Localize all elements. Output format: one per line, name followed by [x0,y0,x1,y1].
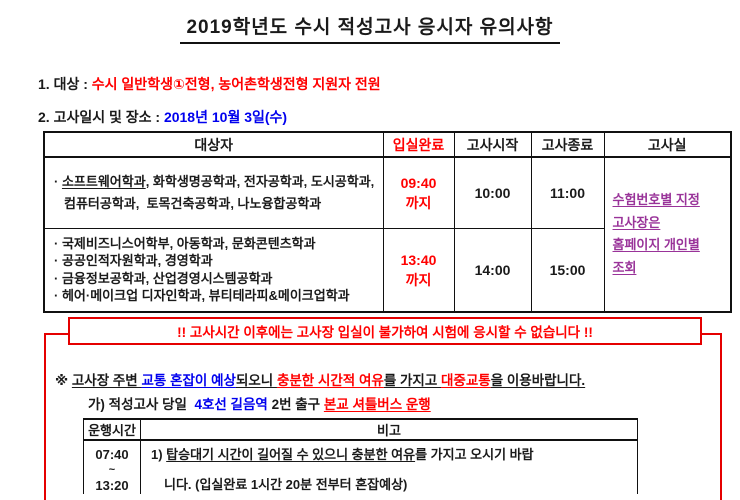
header-exam-start: 고사시작 [453,131,532,158]
shuttle-bus-table: 운행시간 비고 07:40 ~ 13:20 1) 탑승대기 시간이 길어질 수 … [83,418,638,494]
section-target: 1. 대상 : 수시 일반학생①전형, 농어촌학생전형 지원자 전원 [38,74,381,94]
departments-afternoon: · 국제비즈니스어학부, 아동학과, 문화콘텐츠학과 · 공공인적자원학과, 경… [43,227,384,312]
bus-table-header-row: 운행시간 비고 [83,418,638,441]
dept-new-underlined: 소프트웨어학과 [61,173,146,189]
header-exam-room: 고사실 [603,131,732,158]
section-datetime-value: 2018년 10월 3일(수) [163,109,288,125]
exam-row-morning: · 소프트웨어학과, 화학생명공학과, 전자공학과, 도시공학과, 컴퓨터공학과… [43,156,732,312]
header-run-time: 운행시간 [83,418,141,441]
section-target-label: 1. 대상 : [38,76,92,92]
start-time-morning: 10:00 [453,156,532,229]
header-remarks: 비고 [140,418,638,441]
exam-table-header-row: 대상자 입실완료 고사시작 고사종료 고사실 [43,131,732,158]
warning-banner: !! 고사시간 이후에는 고사장 입실이 불가하여 시험에 응시할 수 없습니다… [68,317,702,345]
entry-deadline-afternoon: 13:40 까지 [382,227,455,312]
bus-remarks: 1) 탑승대기 시간이 길어질 수 있으니 충분한 여유를 가지고 오시기 바랍… [140,439,638,494]
room-note-line: 수험번호별 지정 [612,192,700,208]
dept-line: · 국제비즈니스어학부, 아동학과, 문화콘텐츠학과 [54,235,316,251]
traffic-notice: ※ 고사장 주변 교통 혼잡이 예상되오니 충분한 시간적 여유를 가지고 대중… [55,373,586,388]
public-transit-text: 대중교통 [441,373,491,388]
header-exam-end: 고사종료 [530,131,605,158]
section-datetime-label: 2. 고사일시 및 장소 : [38,109,164,125]
section-datetime: 2. 고사일시 및 장소 : 2018년 10월 3일(수) [38,107,287,127]
bus-run-time: 07:40 ~ 13:20 [83,439,141,494]
shuttle-run-text: 본교 셔틀버스 운행 [323,397,431,412]
header-target: 대상자 [43,131,384,158]
bus-remark-line1: 1) 탑승대기 시간이 길어질 수 있으니 충분한 여유를 가지고 오시기 바랍 [151,447,534,462]
subway-line-text: 4호선 길음역 [194,397,272,412]
departments-morning: · 소프트웨어학과, 화학생명공학과, 전자공학과, 도시공학과, 컴퓨터공학과… [43,156,384,229]
dept-line: 컴퓨터공학과, 토목건축공학과, 나노융합공학과 [64,195,322,211]
end-time-afternoon: 15:00 [530,227,605,312]
room-note-line: 고사장은 [612,214,661,230]
traffic-congestion-text: 교통 혼잡이 예상 [141,373,236,388]
dept-line: · 공공인적자원학과, 경영학과 [54,253,213,268]
bus-table-row: 07:40 ~ 13:20 1) 탑승대기 시간이 길어질 수 있으니 충분한 … [83,439,638,494]
exam-schedule-table: 대상자 입실완료 고사시작 고사종료 고사실 · 소프트웨어학과, 화학생명공학… [43,131,732,313]
title-container: 2019학년도 수시 적성고사 응시자 유의사항 [0,12,740,44]
waiting-time-text: 탑승대기 시간이 길어질 수 있으니 충분한 여유 [166,447,416,462]
dept-line: · 헤어·메이크업 디자인학과, 뷰티테라피&메이크업학과 [54,288,350,303]
entry-deadline-morning: 09:40 까지 [382,156,455,229]
shuttle-info: 가) 적성고사 당일 4호선 길음역 2번 출구 본교 셔틀버스 운행 [88,397,431,412]
room-note-line: 홈페이지 개인별 [612,237,700,253]
section-target-value: 수시 일반학생①전형, 농어촌학생전형 지원자 전원 [91,76,381,92]
exam-row-afternoon: · 국제비즈니스어학부, 아동학과, 문화콘텐츠학과 · 공공인적자원학과, 경… [43,227,731,312]
dept-line: · 소프트웨어학과, 화학생명공학과, 전자공학과, 도시공학과, [54,173,375,189]
header-entry-complete: 입실완료 [382,131,455,158]
room-note-line: 조회 [612,259,637,275]
page-title: 2019학년도 수시 적성고사 응시자 유의사항 [180,12,560,44]
end-time-morning: 11:00 [530,156,605,229]
start-time-afternoon: 14:00 [453,227,532,312]
exam-room-note: 수험번호별 지정 고사장은 홈페이지 개인별 조회 [603,156,732,312]
dept-line: · 금융정보공학과, 산업경영시스템공학과 [54,270,273,286]
time-margin-text: 충분한 시간적 여유 [276,373,384,388]
bus-remark-line2: 니다. (입실완료 1시간 20분 전부터 혼잡예상) [164,477,408,492]
